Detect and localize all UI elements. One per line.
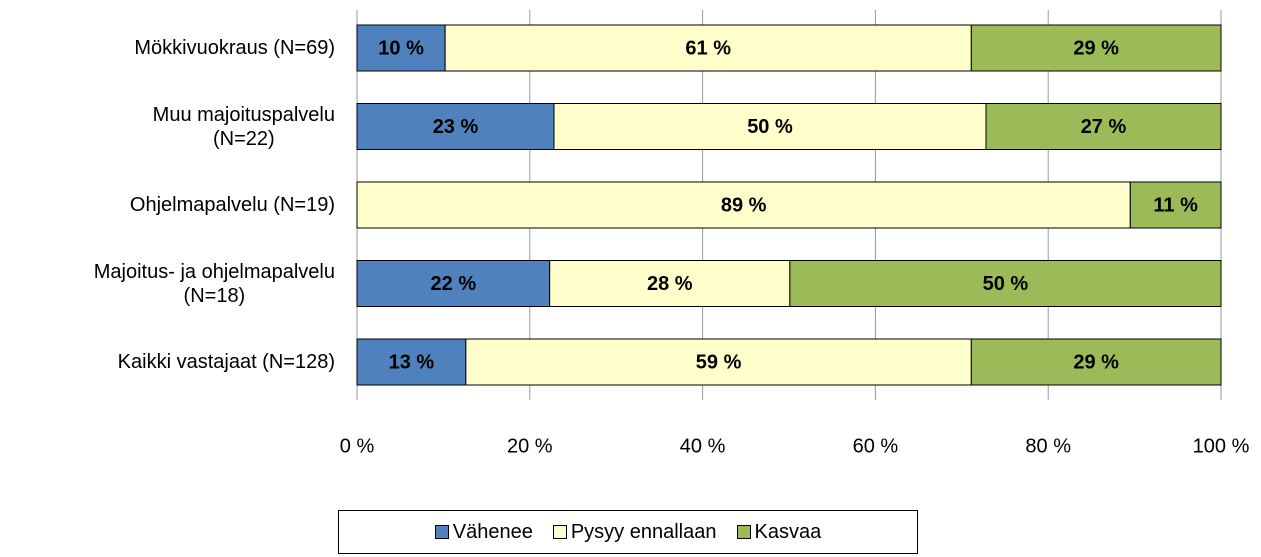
legend-item: Kasvaa — [736, 520, 822, 544]
legend-label: Pysyy ennallaan — [570, 520, 717, 543]
data-label: 11 % — [1153, 194, 1198, 216]
bar-segment — [356, 260, 551, 307]
data-label: 22 % — [431, 273, 477, 295]
y-tick-label: Mökkivuokraus (N=69) — [134, 37, 335, 59]
bar-segment — [549, 260, 791, 307]
data-label: 61 % — [685, 37, 731, 59]
legend-swatch — [434, 525, 449, 539]
x-tick-label: 40 % — [680, 435, 726, 457]
data-label: 50 % — [747, 116, 793, 138]
data-label: 29 % — [1073, 37, 1119, 59]
bar-segment — [356, 103, 555, 150]
x-tick-label: 100 % — [1193, 435, 1250, 457]
bar-segment — [356, 338, 467, 386]
data-label: 89 % — [721, 194, 767, 216]
data-label: 13 % — [389, 351, 435, 373]
legend: Vähenee Pysyy ennallaan Kasvaa — [338, 510, 918, 554]
data-label: 10 % — [378, 37, 424, 59]
data-label: 50 % — [983, 273, 1029, 295]
bar-segment — [444, 24, 972, 72]
legend-label: Kasvaa — [754, 520, 822, 543]
data-label: 23 % — [433, 116, 479, 138]
bar-segment — [465, 338, 972, 386]
bar-segment — [970, 24, 1222, 72]
y-tick-label: Ohjelmapalvelu (N=19) — [129, 194, 335, 216]
legend-swatch — [552, 525, 567, 539]
data-label: 27 % — [1081, 116, 1127, 138]
bar-segment — [1129, 181, 1222, 229]
bar-segment — [356, 24, 446, 72]
x-tick-label: 60 % — [853, 435, 899, 457]
legend-label: Vähenee — [452, 520, 533, 543]
legend-item: Pysyy ennallaan — [552, 520, 717, 544]
y-tick-label: Kaikki vastajaat (N=128) — [117, 351, 335, 373]
y-tick-label: Muu majoituspalvelu (N=22) — [152, 103, 335, 150]
bar-segment — [789, 260, 1222, 307]
y-tick-label: Majoitus- ja ohjelmapalvelu (N=18) — [93, 260, 335, 307]
legend-item: Vähenee — [434, 520, 533, 544]
x-tick-label: 80 % — [1025, 435, 1071, 457]
x-tick-label: 20 % — [507, 435, 553, 457]
data-label: 28 % — [647, 273, 693, 295]
data-label: 29 % — [1073, 351, 1119, 373]
x-tick-label: 0 % — [340, 435, 375, 457]
bar-segment — [985, 103, 1222, 150]
data-label: 59 % — [696, 351, 742, 373]
bar-segment — [970, 338, 1222, 386]
bar-segment — [553, 103, 987, 150]
bar-segment — [356, 181, 1131, 229]
legend-swatch — [736, 525, 751, 539]
